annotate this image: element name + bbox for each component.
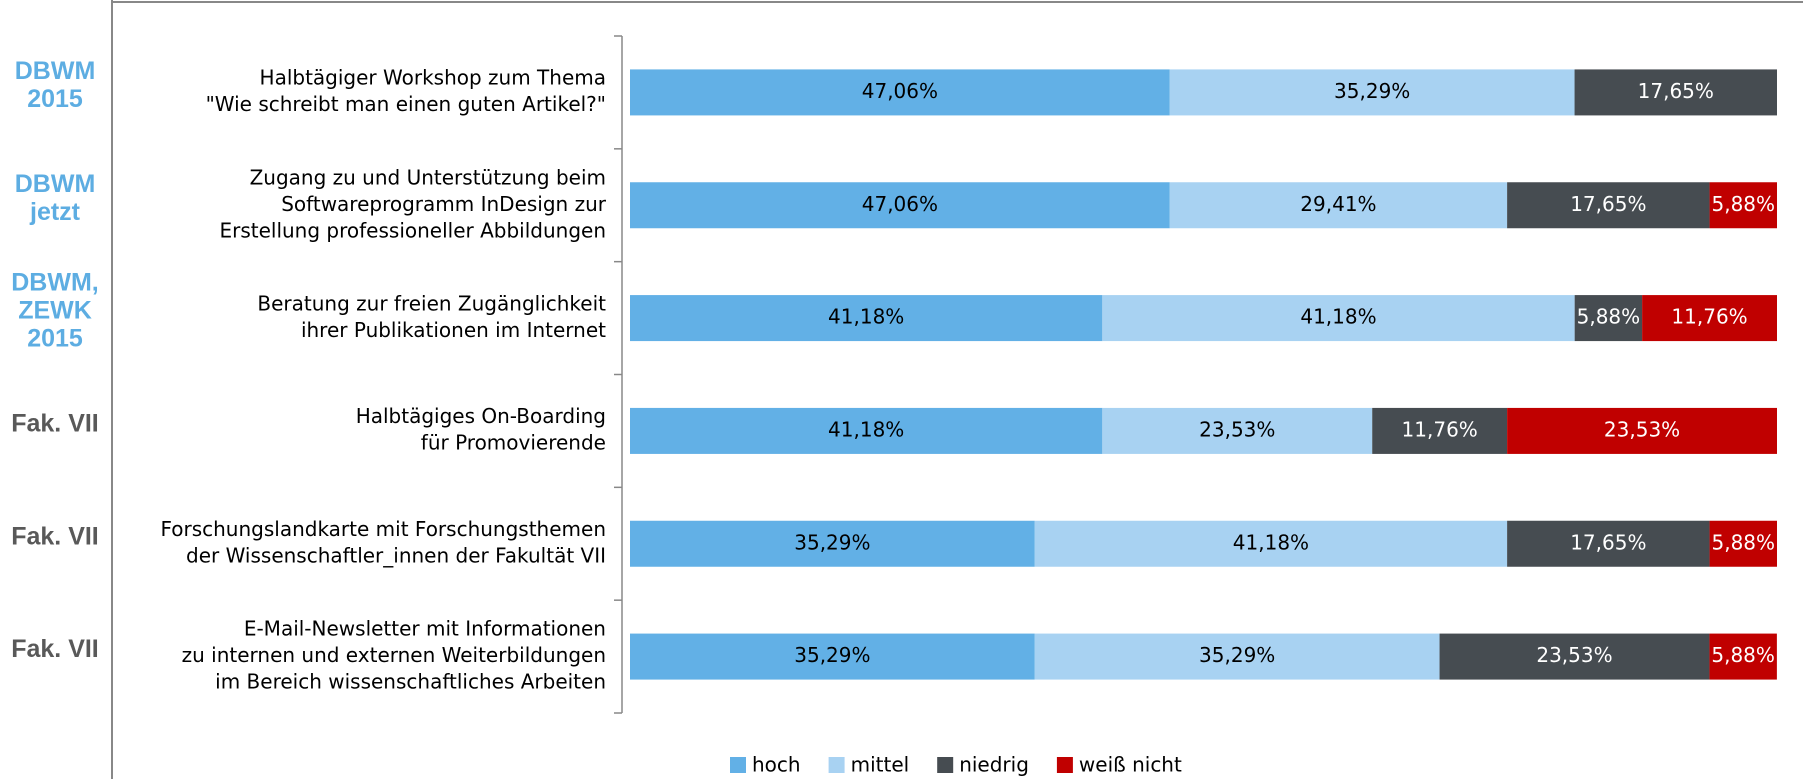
bar-segment: [1507, 520, 1710, 567]
category-label: E-Mail-Newsletter mit Informationen: [244, 617, 606, 641]
bar-segment: [630, 407, 1103, 454]
row-note: Fak. VII: [11, 522, 99, 550]
value-label: 5,88%: [1712, 530, 1776, 554]
bar-segment: [1507, 407, 1777, 454]
value-label: 23,53%: [1199, 417, 1275, 441]
value-label: 35,29%: [1199, 643, 1275, 667]
row-note: DBWM,: [11, 269, 98, 297]
legend-swatch: [828, 757, 845, 773]
value-label: 11,76%: [1402, 417, 1478, 441]
bar-segment: [1034, 520, 1508, 567]
bar-segment: [1709, 182, 1777, 229]
row-note: 2015: [27, 85, 83, 113]
value-label: 5,88%: [1577, 305, 1641, 329]
legend-label: weiß nicht: [1079, 753, 1182, 777]
category-label: Zugang zu und Unterstützung beim: [250, 165, 606, 189]
value-label: 41,18%: [1300, 305, 1376, 329]
bar-segment: [1709, 520, 1777, 567]
value-label: 41,18%: [1233, 530, 1309, 554]
legend-label: hoch: [752, 753, 801, 777]
category-label: Softwareprogramm InDesign zur: [281, 192, 607, 216]
value-label: 35,29%: [1334, 79, 1410, 103]
value-label: 5,88%: [1711, 643, 1775, 667]
bar-segment: [630, 295, 1103, 342]
row-note: DBWM: [15, 170, 96, 198]
value-label: 35,29%: [794, 643, 870, 667]
bar-segment: [1169, 182, 1508, 229]
row-note: DBWM: [15, 57, 96, 85]
bar-segment: [1102, 407, 1373, 454]
bar-segment: [1034, 633, 1440, 680]
bar-segment: [1574, 295, 1643, 342]
bar-segment: [1169, 69, 1575, 116]
bar-segment: [1642, 295, 1777, 342]
bar-segment: [1709, 633, 1777, 680]
category-label: ihrer Publikationen im Internet: [301, 318, 606, 342]
value-label: 35,29%: [794, 530, 870, 554]
category-label: für Promovierende: [421, 431, 606, 455]
value-label: 47,06%: [862, 192, 938, 216]
value-label: 23,53%: [1536, 643, 1612, 667]
value-label: 29,41%: [1300, 192, 1376, 216]
category-label: zu internen und externen Weiterbildungen: [182, 643, 606, 667]
legend-label: niedrig: [959, 753, 1029, 777]
legend-swatch: [1056, 757, 1073, 773]
bar-segment: [630, 633, 1035, 680]
row-note: Fak. VII: [11, 410, 99, 438]
category-label: "Wie schreibt man einen guten Artikel?": [206, 92, 606, 116]
value-label: 23,53%: [1604, 417, 1680, 441]
category-label: Halbtägiges On-Boarding: [356, 404, 606, 428]
bar-segment: [1102, 295, 1575, 342]
row-note: ZEWK: [18, 297, 92, 325]
value-label: 17,65%: [1570, 192, 1646, 216]
value-label: 41,18%: [828, 305, 904, 329]
bar-segment: [630, 69, 1170, 116]
value-label: 17,65%: [1638, 79, 1714, 103]
bar-segment: [1439, 633, 1710, 680]
category-label: im Bereich wissenschaftliches Arbeiten: [215, 670, 606, 694]
value-label: 17,65%: [1570, 530, 1646, 554]
bar-segment: [1574, 69, 1777, 116]
category-label: Halbtägiger Workshop zum Thema: [260, 66, 606, 90]
category-label: der Wissenschaftler_innen der Fakultät V…: [186, 544, 606, 568]
value-label: 41,18%: [828, 417, 904, 441]
row-note: 2015: [27, 325, 83, 353]
bar-segment: [630, 182, 1170, 229]
bar-segment: [1372, 407, 1508, 454]
bar-segment: [1507, 182, 1710, 229]
legend-swatch: [937, 757, 954, 773]
value-label: 47,06%: [862, 79, 938, 103]
value-label: 5,88%: [1712, 192, 1776, 216]
category-label: Forschungslandkarte mit Forschungsthemen: [160, 517, 606, 541]
legend-swatch: [730, 757, 746, 773]
row-note: Fak. VII: [11, 635, 99, 663]
row-note: jetzt: [29, 198, 81, 226]
value-label: 11,76%: [1671, 305, 1747, 329]
category-label: Erstellung professioneller Abbildungen: [219, 218, 606, 242]
bar-segment: [630, 520, 1035, 567]
category-label: Beratung zur freien Zugänglichkeit: [257, 291, 606, 315]
legend-label: mittel: [851, 753, 910, 777]
